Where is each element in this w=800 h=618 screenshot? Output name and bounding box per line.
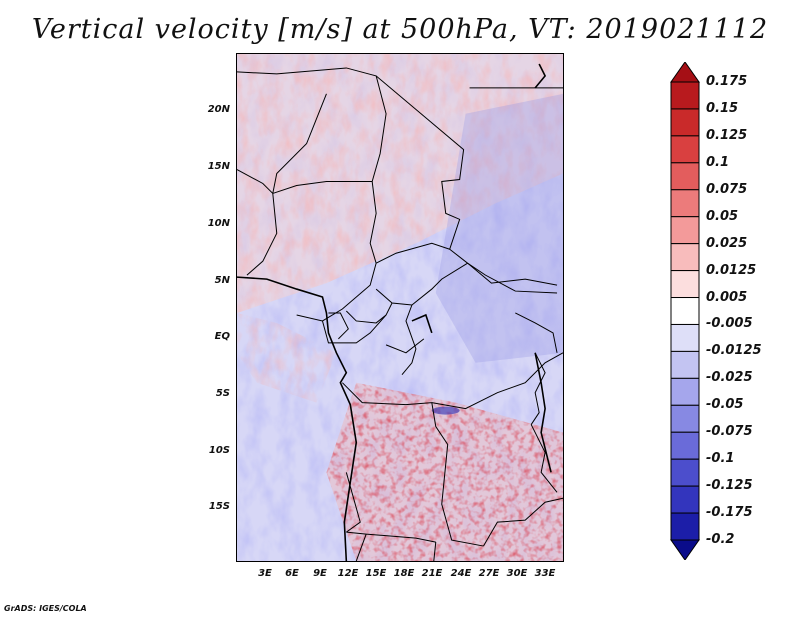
lon-label: 18E [393, 568, 415, 579]
colorbar-label: -0.2 [706, 532, 735, 547]
colorbar-bin [670, 243, 700, 272]
colorbar-bin [670, 216, 700, 245]
lat-label: 10N [207, 218, 230, 229]
coastlines [237, 63, 552, 561]
lon-label: 3E [258, 568, 272, 579]
colorbar-label: -0.05 [706, 397, 744, 413]
colorbar-label: 0.075 [706, 181, 748, 197]
colorbar-label: -0.005 [706, 316, 753, 332]
lat-label: 15N [207, 161, 230, 172]
colorbar-label: 0.175 [706, 74, 748, 89]
lat-label: 5N [214, 275, 230, 286]
colorbar-bin [670, 350, 700, 379]
colorbar-bin [670, 431, 700, 460]
colorbar-bin [670, 512, 700, 541]
colorbar-top-triangle [670, 62, 700, 83]
lon-label: 30E [506, 568, 528, 579]
colorbar-label: 0.1 [706, 154, 730, 170]
colorbar-bin [670, 323, 700, 352]
colorbar-label: 0.15 [706, 100, 739, 116]
colorbar [670, 62, 700, 560]
lat-label: 10S [208, 445, 230, 456]
colorbar-label: -0.0125 [706, 343, 762, 359]
chart-title: Vertical velocity [m/s] at 500hPa, VT: 2… [31, 14, 769, 45]
grads-credit: GrADS: IGES/COLA [4, 604, 87, 613]
colorbar-label: 0.0125 [706, 262, 757, 278]
colorbar-bin [670, 162, 700, 191]
lon-label: 15E [365, 568, 387, 579]
lon-label: 12E [337, 568, 359, 579]
lon-label: 33E [534, 568, 556, 579]
colorbar-label: -0.025 [706, 370, 753, 386]
map-panel [236, 53, 564, 562]
lat-label: 15S [208, 501, 230, 512]
lat-label: EQ [214, 331, 230, 342]
colorbar-label: -0.1 [706, 451, 735, 467]
colorbar-label: -0.125 [706, 478, 753, 494]
colorbar-bin [670, 297, 700, 325]
colorbar-bin [670, 485, 700, 514]
colorbar-bin [670, 81, 700, 110]
lon-label: 6E [285, 568, 299, 579]
colorbar-bin [670, 135, 700, 164]
colorbar-label: -0.175 [706, 505, 753, 521]
lat-label: 5S [215, 388, 230, 399]
lon-label: 24E [450, 568, 472, 579]
country-borders [237, 67, 563, 561]
colorbar-bin [670, 377, 700, 406]
lon-label: 21E [421, 568, 443, 579]
colorbar-label: 0.05 [706, 208, 739, 224]
colorbar-bin [670, 189, 700, 218]
lat-label: 20N [207, 104, 230, 115]
colorbar-label: 0.025 [706, 235, 748, 251]
lon-label: 9E [313, 568, 327, 579]
colorbar-bin [670, 458, 700, 487]
colorbar-label: 0.125 [706, 127, 748, 143]
colorbar-bottom-triangle [670, 539, 700, 560]
colorbar-label: 0.005 [706, 289, 748, 305]
colorbar-bin [670, 270, 700, 299]
colorbar-bin [670, 108, 700, 137]
colorbar-label: -0.075 [706, 424, 753, 440]
lon-label: 27E [478, 568, 500, 579]
colorbar-bin [670, 404, 700, 433]
velocity-field [237, 54, 563, 561]
